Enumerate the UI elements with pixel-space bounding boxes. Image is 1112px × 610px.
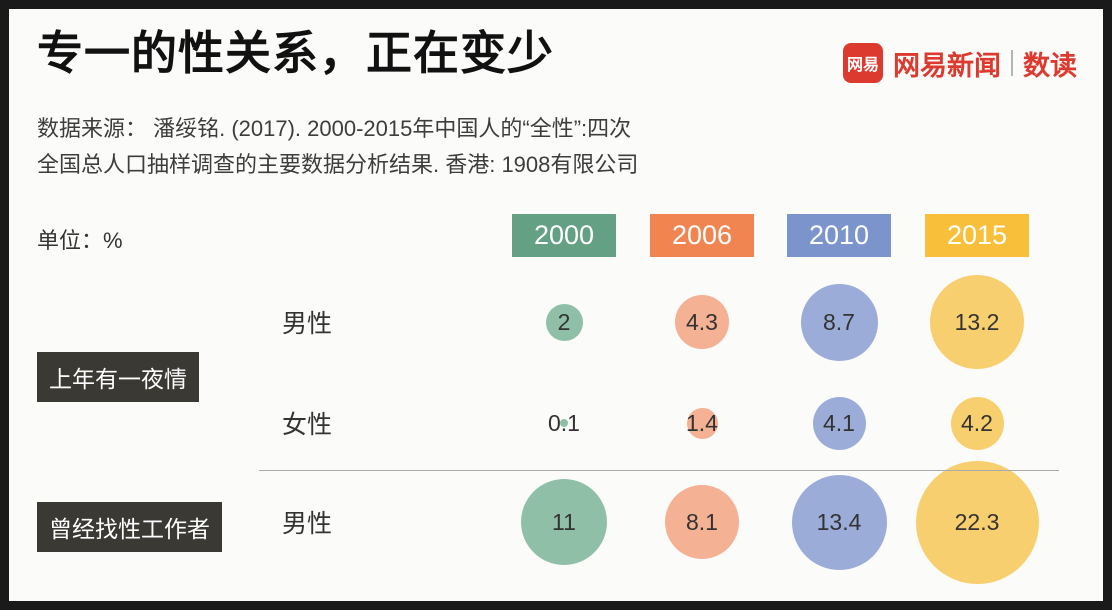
row-label: 男性 [282, 510, 333, 538]
year-header-2010: 2010 [787, 214, 891, 257]
bubble-2006 [665, 485, 739, 559]
bubble-2006 [675, 295, 729, 349]
bubble-value: 0.1 [548, 410, 580, 436]
data-source-line-1: 数据来源： 潘绥铭. (2017). 2000-2015年中国人的“全性”:四次 [37, 116, 632, 141]
bubble-value: 13.4 [816, 509, 862, 535]
bubble-2010 [812, 396, 866, 450]
bubble-value: 8.7 [823, 309, 855, 335]
row-label: 女性 [282, 411, 333, 439]
bubble-value: 2 [557, 309, 571, 335]
bubble-2010 [791, 474, 887, 570]
bubble-value: 8.1 [686, 509, 718, 535]
bubble-value: 13.2 [954, 309, 1000, 335]
year-header-2015: 2015 [925, 214, 1029, 257]
row-label: 男性 [282, 310, 333, 338]
bubble-value: 11 [552, 509, 576, 535]
bubble-value: 22.3 [954, 509, 1000, 535]
data-source: 数据来源： 潘绥铭. (2017). 2000-2015年中国人的“全性”:四次… [37, 111, 638, 183]
netease-sub-brand-text: 数读 [1023, 50, 1077, 81]
bubble-2000 [521, 479, 607, 565]
bubble-2006 [686, 407, 718, 439]
bubble-2010 [800, 283, 878, 361]
bubble-2015 [950, 396, 1004, 450]
bubble-2015 [915, 460, 1039, 584]
bubble-2000 [545, 303, 583, 341]
year-headers: 2000 2006 2010 2015 [9, 9, 1103, 601]
unit-label: 单位：% [37, 228, 123, 253]
group-label-sex-worker: 曾经找性工作者 [37, 502, 222, 552]
bubble-value: 1.4 [686, 410, 718, 436]
netease-logo-icon: 网易 [843, 43, 883, 83]
bubble-2015 [930, 275, 1024, 369]
year-header-2000: 2000 [512, 214, 616, 257]
group-divider-line [259, 470, 1059, 471]
bubble-value: 4.3 [686, 309, 718, 335]
netease-logo: 网易 网易新闻 数读 [843, 43, 1077, 83]
data-source-line-2: 全国总人口抽样调查的主要数据分析结果. 香港: 1908有限公司 [37, 152, 639, 177]
page-title: 专一的性关系，正在变少 [37, 27, 554, 79]
netease-logo-icon-text: 网易 [846, 57, 879, 74]
bubble-2000 [560, 419, 568, 427]
bubble-value: 4.2 [961, 410, 993, 436]
logo-divider [1011, 50, 1013, 76]
bubble-value: 4.1 [823, 410, 855, 436]
netease-brand-text: 网易新闻 [893, 50, 1001, 81]
year-header-2006: 2006 [650, 214, 754, 257]
group-label-one-night-stand: 上年有一夜情 [37, 352, 199, 402]
bubble-chart: 男性 2 4.3 8.7 13.2 女性 0.1 1.4 4.1 4.2 男性 11 8.1 13.4 22… [9, 9, 1103, 601]
